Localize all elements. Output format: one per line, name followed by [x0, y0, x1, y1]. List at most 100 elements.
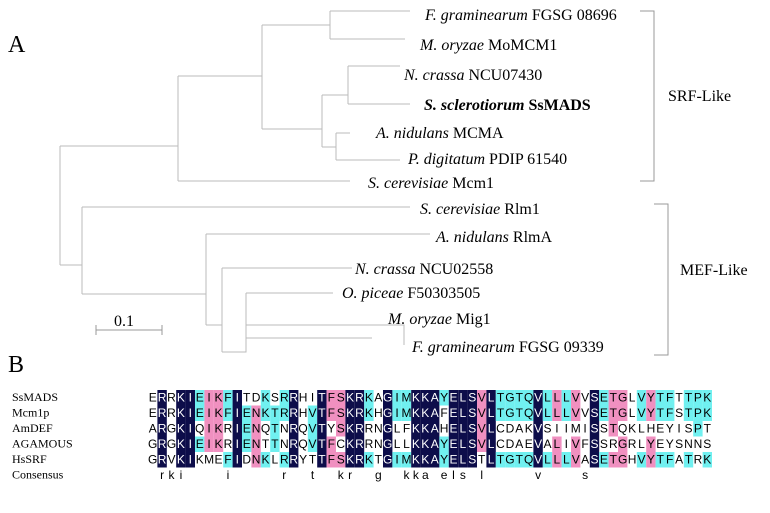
residue: V	[478, 437, 486, 451]
residue-shade	[185, 436, 195, 452]
residue: T	[685, 453, 693, 467]
taxon-species: A. nidulans	[435, 229, 509, 246]
taxon-gene: SsMADS	[524, 97, 590, 114]
residue-shade	[477, 390, 487, 406]
residue: K	[346, 453, 354, 467]
residue-shade	[505, 405, 515, 421]
residue-shade	[571, 436, 581, 452]
residue-shade	[702, 452, 712, 468]
residue-shade	[514, 405, 524, 421]
residue-shade	[204, 390, 214, 406]
residue: G	[148, 453, 157, 467]
residue: R	[365, 437, 374, 451]
residue-shade	[345, 452, 355, 468]
residue: F	[440, 406, 447, 420]
residue-shade	[213, 390, 224, 406]
residue-shade	[467, 452, 477, 468]
consensus-residue: t	[311, 468, 315, 482]
residue: S	[543, 422, 551, 436]
residue: E	[449, 437, 457, 451]
residue-shade	[411, 421, 421, 437]
residue-shade	[514, 452, 524, 468]
consensus-residue: r	[282, 468, 286, 482]
taxon-label: N. crassa NCU02558	[354, 261, 493, 278]
residue: I	[236, 422, 239, 436]
consensus-residue: k	[338, 468, 345, 482]
residue: M	[402, 391, 412, 405]
residue: S	[675, 406, 683, 420]
residue-shade	[693, 390, 703, 406]
scale-bar	[95, 325, 163, 335]
phylogenetic-tree	[59, 10, 430, 353]
residue: H	[299, 406, 308, 420]
residue: K	[177, 437, 185, 451]
residue: T	[497, 453, 505, 467]
residue-shade	[326, 390, 336, 406]
residue: A	[581, 453, 589, 467]
branch-srf-clade	[60, 76, 350, 182]
residue-shade	[571, 452, 581, 468]
residue-shade	[260, 405, 271, 421]
residue: A	[543, 437, 551, 451]
taxon-species: F. graminearum	[424, 7, 528, 24]
residue: S	[468, 406, 476, 420]
residue: E	[449, 453, 457, 467]
residue: G	[383, 422, 392, 436]
residue: K	[525, 422, 533, 436]
residue: T	[704, 422, 712, 436]
residue: K	[412, 406, 420, 420]
residue: Y	[327, 422, 335, 436]
residue: K	[346, 437, 354, 451]
branch-mef-clade	[60, 206, 430, 325]
residue: T	[657, 406, 665, 420]
residue-shade	[176, 421, 186, 437]
residue: H	[628, 453, 637, 467]
residue-shade	[448, 421, 459, 437]
residue: V	[534, 437, 542, 451]
residue: V	[581, 391, 589, 405]
residue: N	[374, 422, 383, 436]
residue: E	[600, 391, 608, 405]
residue: K	[214, 437, 222, 451]
residue: S	[468, 453, 476, 467]
residue: L	[563, 391, 570, 405]
consensus-residue: g	[375, 468, 382, 482]
residue-shade	[336, 421, 346, 437]
residue: Q	[524, 391, 533, 405]
residue: G	[148, 437, 157, 451]
taxon-label: S. cerevisiae Mcm1	[368, 175, 494, 192]
residue: H	[374, 406, 383, 420]
residue-shade	[599, 452, 609, 468]
residue-shade	[383, 421, 393, 437]
residue: V	[572, 437, 580, 451]
residue-shade	[185, 390, 195, 406]
residue-shade	[448, 452, 459, 468]
srf-bracket	[640, 10, 655, 182]
residue: Y	[647, 453, 655, 467]
residue-shade	[448, 390, 459, 406]
residue: L	[488, 391, 495, 405]
residue-shade	[307, 405, 318, 421]
residue: V	[308, 422, 316, 436]
residue-shade	[636, 452, 647, 468]
residue: T	[610, 422, 618, 436]
consensus-residue: r	[160, 468, 164, 482]
residue: L	[638, 422, 645, 436]
branch-srf-low	[322, 132, 400, 161]
taxon-species: A. nidulans	[375, 125, 449, 142]
residue-shade	[401, 405, 412, 421]
sequence-alignment: SsMADSMcm1pAmDEFAGAMOUSHsSRFEEAGGRRRRRRR…	[12, 390, 712, 482]
residue: T	[318, 406, 326, 420]
residue-shade	[683, 452, 694, 468]
residue: M	[204, 453, 214, 467]
residue: D	[252, 391, 261, 405]
residue: T	[243, 391, 251, 405]
residue: K	[214, 406, 222, 420]
residue: L	[554, 453, 561, 467]
residue-shade	[232, 452, 242, 468]
residue: S	[468, 422, 476, 436]
residue: R	[224, 422, 233, 436]
residue: G	[383, 437, 392, 451]
